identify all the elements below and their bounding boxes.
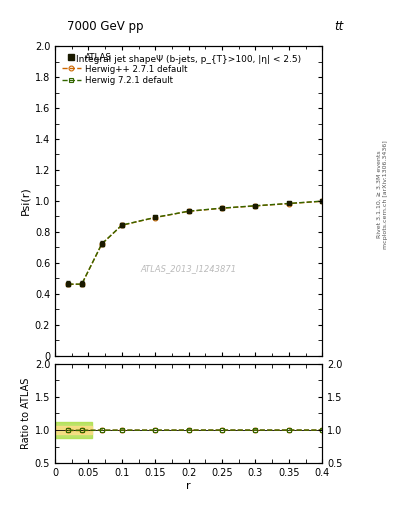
Text: tt: tt [334,20,344,33]
Text: Integral jet shapeΨ (b-jets, p_{T}>100, |η| < 2.5): Integral jet shapeΨ (b-jets, p_{T}>100, … [76,55,301,65]
Text: mcplots.cern.ch [arXiv:1306.3436]: mcplots.cern.ch [arXiv:1306.3436] [383,140,387,249]
Y-axis label: Psi(r): Psi(r) [20,186,31,216]
Y-axis label: Ratio to ATLAS: Ratio to ATLAS [20,378,31,449]
X-axis label: r: r [186,481,191,491]
Text: ATLAS_2013_I1243871: ATLAS_2013_I1243871 [141,265,237,273]
Text: Rivet 3.1.10, ≥ 3.3M events: Rivet 3.1.10, ≥ 3.3M events [377,151,382,239]
Legend: ATLAS, Herwig++ 2.7.1 default, Herwig 7.2.1 default: ATLAS, Herwig++ 2.7.1 default, Herwig 7.… [59,50,190,88]
Text: 7000 GeV pp: 7000 GeV pp [67,20,143,33]
